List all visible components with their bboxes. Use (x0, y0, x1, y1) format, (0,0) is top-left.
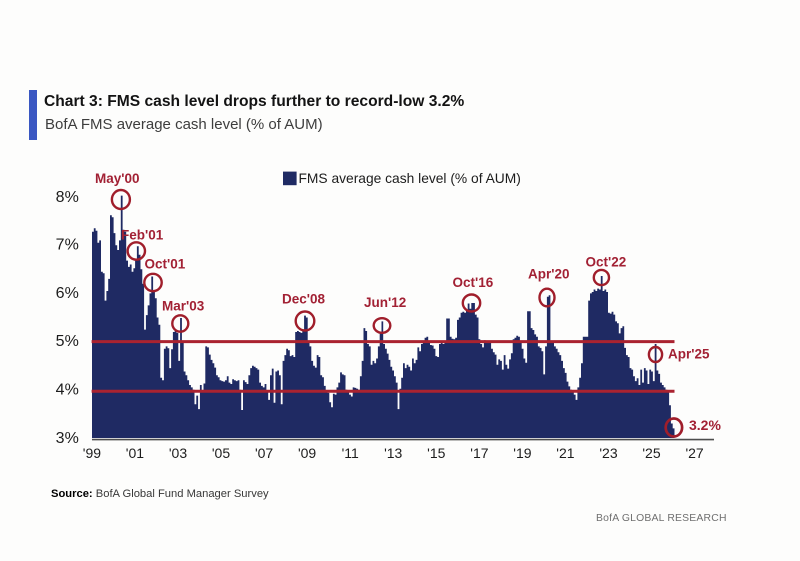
svg-text:May'00: May'00 (95, 171, 140, 186)
svg-text:'23: '23 (599, 445, 617, 461)
svg-text:3.2%: 3.2% (689, 417, 721, 433)
svg-text:'99: '99 (83, 445, 101, 461)
svg-text:'19: '19 (513, 445, 531, 461)
svg-text:'15: '15 (427, 445, 445, 461)
svg-text:'25: '25 (642, 445, 660, 461)
svg-text:'27: '27 (685, 445, 703, 461)
svg-text:Jun'12: Jun'12 (364, 295, 406, 310)
svg-text:Oct'01: Oct'01 (145, 257, 186, 272)
svg-text:Feb'01: Feb'01 (121, 228, 164, 243)
svg-text:'09: '09 (298, 445, 316, 461)
svg-text:Oct'22: Oct'22 (586, 255, 627, 270)
svg-text:FMS average cash level (% of A: FMS average cash level (% of AUM) (299, 171, 521, 186)
svg-text:6%: 6% (56, 285, 79, 302)
svg-text:'17: '17 (470, 445, 488, 461)
svg-text:Dec'08: Dec'08 (282, 292, 325, 307)
svg-text:'05: '05 (212, 445, 230, 461)
svg-text:'01: '01 (126, 445, 144, 461)
svg-text:Mar'03: Mar'03 (162, 299, 205, 314)
svg-text:7%: 7% (56, 237, 79, 254)
svg-text:8%: 8% (56, 189, 79, 206)
svg-text:'21: '21 (556, 445, 574, 461)
svg-text:5%: 5% (56, 333, 79, 350)
svg-text:'11: '11 (342, 445, 359, 461)
svg-text:'13: '13 (384, 445, 402, 461)
svg-text:'03: '03 (169, 445, 187, 461)
svg-text:'07: '07 (255, 445, 273, 461)
svg-text:Apr'20: Apr'20 (528, 267, 569, 282)
svg-text:3%: 3% (56, 430, 79, 447)
svg-text:Apr'25: Apr'25 (668, 347, 710, 362)
svg-text:4%: 4% (56, 381, 79, 398)
svg-text:Oct'16: Oct'16 (453, 275, 494, 290)
